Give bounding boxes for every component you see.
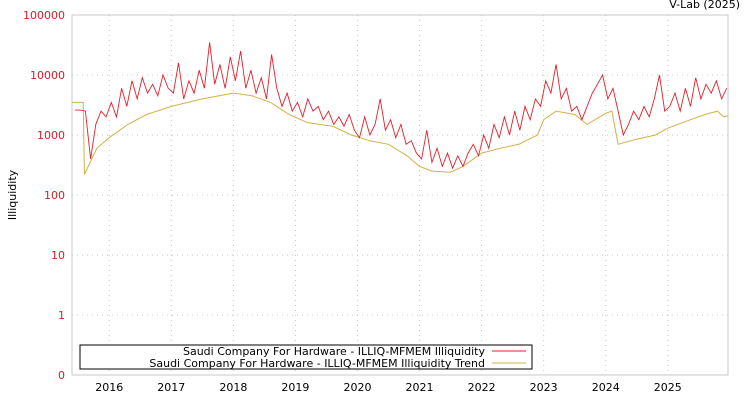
y-axis-label: Illiquidity <box>6 169 19 220</box>
x-tick-label: 2017 <box>157 381 185 394</box>
grid <box>72 14 728 376</box>
x-tick-label: 2018 <box>219 381 247 394</box>
y-tick-label: 100 <box>44 189 65 202</box>
legend-label-illiquidity: Saudi Company For Hardware - ILLIQ-MFMEM… <box>183 345 486 358</box>
x-tick-label: 2020 <box>343 381 371 394</box>
y-tick-label: 10000 <box>30 69 65 82</box>
y-tick-label: 1 <box>58 309 65 322</box>
y-tick-label: 100000 <box>23 9 65 22</box>
x-tick-label: 2024 <box>592 381 620 394</box>
plot-frame <box>71 14 729 376</box>
x-tick-label: 2022 <box>468 381 496 394</box>
trend-series-line <box>72 92 729 175</box>
illiquidity-series-line <box>75 42 728 170</box>
x-tick-label: 2021 <box>406 381 434 394</box>
y-tick-label: 0 <box>58 369 65 382</box>
credit-label: V-Lab (2025) <box>669 0 740 11</box>
x-tick-label: 2025 <box>654 381 682 394</box>
x-tick-label: 2016 <box>95 381 123 394</box>
y-tick-label: 1000 <box>37 129 65 142</box>
x-tick-label: 2019 <box>281 381 309 394</box>
legend-label-trend: Saudi Company For Hardware - ILLIQ-MFMEM… <box>149 357 485 370</box>
y-tick-label: 10 <box>51 249 65 262</box>
x-tick-label: 2023 <box>530 381 558 394</box>
legend: Saudi Company For Hardware - ILLIQ-MFMEM… <box>79 344 533 370</box>
legend-box <box>79 344 533 370</box>
